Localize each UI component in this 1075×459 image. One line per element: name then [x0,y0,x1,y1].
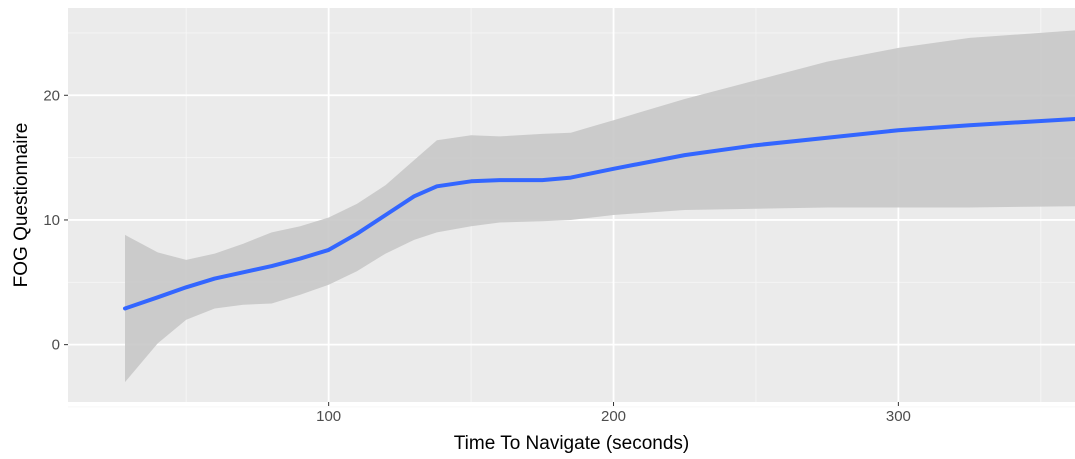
smooth-line [123,117,1075,311]
x-tick-label: 200 [601,408,626,425]
axis-ticks [64,94,899,406]
y-tick-label: 0 [52,337,60,354]
y-tick-label: 20 [43,87,60,104]
tick-labels: 100 200 300 0 10 20 [43,87,911,425]
x-axis-title: Time To Navigate (seconds) [454,433,690,454]
y-tick-label: 10 [43,212,60,229]
y-axis-title: FOG Questionnaire [11,123,32,288]
x-tick-label: 300 [886,408,911,425]
x-tick-label: 100 [316,408,341,425]
confidence-ribbon [125,30,1075,383]
